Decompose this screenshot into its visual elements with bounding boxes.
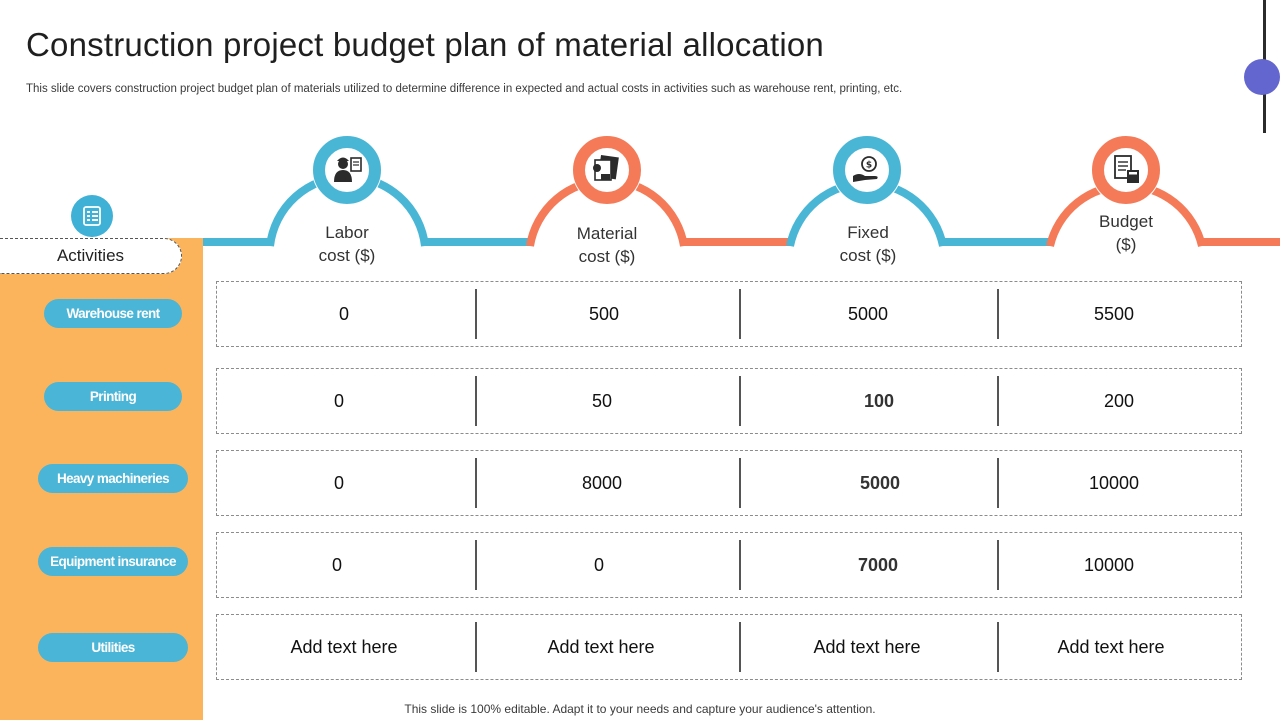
column-header-fixed-cost: Fixed cost ($) <box>839 223 897 265</box>
table-row: Add text here Add text here Add text her… <box>216 614 1242 680</box>
checklist-icon <box>71 195 113 237</box>
table-cell: 500 <box>588 303 620 324</box>
table-cell: Add text here <box>290 636 398 657</box>
budget-arch <box>1046 135 1206 247</box>
column-header-labor-cost: Labor cost ($) <box>318 223 376 265</box>
table-cell: 5000 <box>859 472 901 493</box>
activity-utilities: Utilities <box>38 633 188 662</box>
column-header-graphic: $ <box>203 135 1280 247</box>
activities-header: Activities <box>0 238 182 274</box>
table-cell: 10000 <box>1083 554 1135 575</box>
hand-coin-icon: $ <box>853 156 878 182</box>
table-cell: Add text here <box>1057 636 1165 657</box>
material-pile-icon <box>593 155 619 181</box>
table-cell: 50 <box>591 390 613 411</box>
column-header-budget: Budget ($) <box>1099 212 1153 254</box>
svg-text:$: $ <box>866 161 872 171</box>
table-cell: 0 <box>331 554 342 575</box>
decorative-circle <box>1244 59 1280 95</box>
activity-equipment-insurance: Equipment insurance <box>38 547 188 576</box>
worker-icon <box>334 157 362 182</box>
table-cell: 0 <box>333 390 344 411</box>
page-title: Construction project budget plan of mate… <box>26 26 824 63</box>
page-subtitle: This slide covers construction project b… <box>26 83 903 95</box>
table-cell: 100 <box>863 390 895 411</box>
table-cell: 5000 <box>847 303 889 324</box>
table-row: 0 500 5000 5500 <box>216 281 1242 347</box>
activity-warehouse-rent: Warehouse rent <box>44 299 182 328</box>
table-row: 0 8000 5000 10000 <box>216 450 1242 516</box>
budget-calculator-icon <box>1114 155 1139 183</box>
table-cell: 0 <box>338 303 349 324</box>
table-cell: 10000 <box>1088 472 1140 493</box>
column-header-material-cost: Material cost ($) <box>576 224 638 266</box>
table-row: 0 0 7000 10000 <box>216 532 1242 598</box>
table-cell: 0 <box>333 472 344 493</box>
table-row: 0 50 100 200 <box>216 368 1242 434</box>
activity-printing: Printing <box>44 382 182 411</box>
table-cell: 5500 <box>1093 303 1135 324</box>
table-cell: 8000 <box>581 472 623 493</box>
table-cell: 7000 <box>857 554 899 575</box>
activity-heavy-machineries: Heavy machineries <box>38 464 188 493</box>
table-cell: 200 <box>1103 390 1135 411</box>
table-cell: 0 <box>593 554 604 575</box>
table-cell: Add text here <box>813 636 921 657</box>
table-cell: Add text here <box>547 636 655 657</box>
footer-note: This slide is 100% editable. Adapt it to… <box>404 702 876 716</box>
